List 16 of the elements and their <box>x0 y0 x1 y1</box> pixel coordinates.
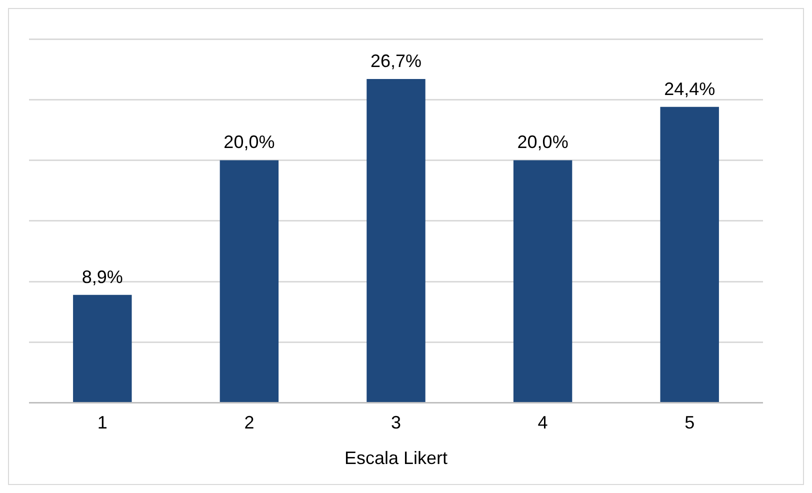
data-label: 20,0% <box>517 132 568 152</box>
data-label: 24,4% <box>664 78 716 99</box>
x-tick-label: 5 <box>684 412 695 433</box>
bar <box>220 160 279 402</box>
x-tick-label: 3 <box>390 412 402 433</box>
bar <box>660 106 719 402</box>
x-tick-label: 4 <box>538 412 548 433</box>
data-label: 20,0% <box>224 132 275 152</box>
x-axis-title: Escala Likert <box>344 448 448 468</box>
data-label: 26,7% <box>370 50 422 71</box>
data-label: 8,9% <box>82 266 123 287</box>
bar <box>513 160 572 402</box>
x-tick-label: 1 <box>97 412 108 433</box>
bar <box>366 79 426 402</box>
bar <box>73 294 132 402</box>
x-tick-label: 2 <box>244 412 254 433</box>
